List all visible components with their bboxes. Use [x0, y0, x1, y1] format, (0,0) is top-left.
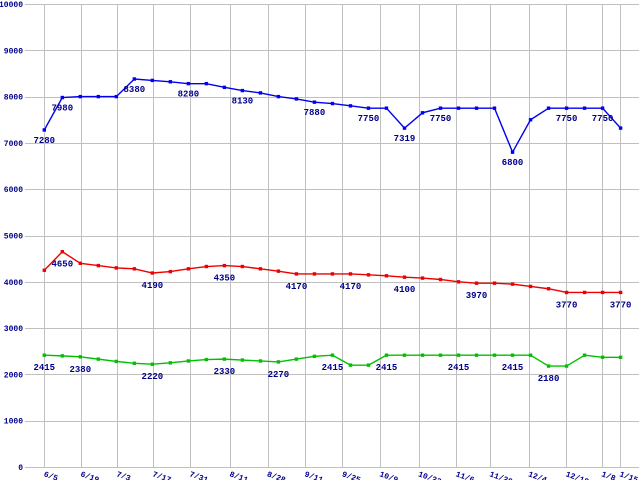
svg-text:8280: 8280 — [178, 90, 200, 100]
svg-text:7000: 7000 — [4, 140, 23, 149]
svg-text:0: 0 — [18, 464, 23, 473]
svg-text:4000: 4000 — [4, 279, 23, 288]
svg-text:1000: 1000 — [4, 418, 23, 427]
svg-text:2415: 2415 — [33, 363, 55, 373]
svg-text:7750: 7750 — [592, 114, 614, 124]
svg-text:2380: 2380 — [70, 365, 92, 375]
svg-text:8000: 8000 — [4, 94, 23, 103]
svg-text:2415: 2415 — [322, 363, 344, 373]
svg-text:7280: 7280 — [33, 136, 55, 146]
svg-text:7880: 7880 — [304, 108, 326, 118]
svg-text:4170: 4170 — [286, 282, 308, 292]
svg-text:4190: 4190 — [142, 281, 164, 291]
svg-text:3770: 3770 — [610, 300, 632, 310]
svg-text:2415: 2415 — [448, 363, 470, 373]
svg-text:9000: 9000 — [4, 47, 23, 56]
svg-text:7980: 7980 — [52, 104, 74, 114]
svg-text:2000: 2000 — [4, 371, 23, 380]
svg-text:8130: 8130 — [232, 97, 254, 107]
svg-text:4650: 4650 — [52, 260, 74, 270]
svg-text:2415: 2415 — [502, 363, 524, 373]
svg-text:2270: 2270 — [268, 370, 290, 380]
svg-text:3000: 3000 — [4, 325, 23, 334]
svg-text:7750: 7750 — [430, 114, 452, 124]
svg-text:6000: 6000 — [4, 186, 23, 195]
svg-text:7750: 7750 — [556, 114, 578, 124]
svg-text:2330: 2330 — [214, 367, 236, 377]
svg-text:7750: 7750 — [358, 114, 380, 124]
svg-text:4100: 4100 — [394, 285, 416, 295]
svg-text:5000: 5000 — [4, 233, 23, 242]
svg-text:4170: 4170 — [340, 282, 362, 292]
svg-text:8380: 8380 — [124, 85, 146, 95]
svg-text:4350: 4350 — [214, 274, 236, 284]
svg-text:10000: 10000 — [0, 1, 23, 10]
svg-text:2220: 2220 — [142, 372, 164, 382]
svg-text:2415: 2415 — [376, 363, 398, 373]
svg-text:6800: 6800 — [502, 158, 524, 168]
svg-text:7319: 7319 — [394, 134, 416, 144]
svg-text:3770: 3770 — [556, 300, 578, 310]
svg-text:2180: 2180 — [538, 374, 560, 384]
svg-text:3970: 3970 — [466, 291, 488, 301]
